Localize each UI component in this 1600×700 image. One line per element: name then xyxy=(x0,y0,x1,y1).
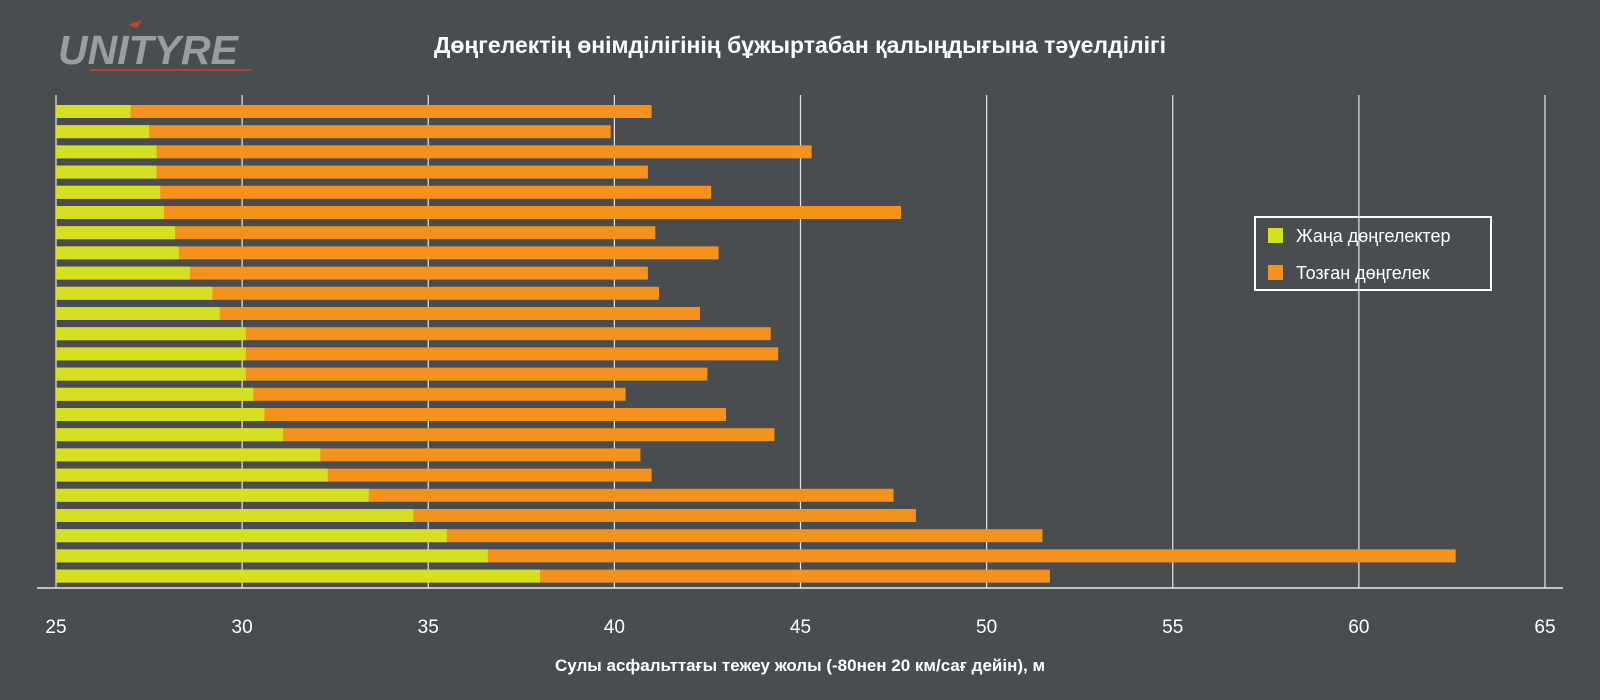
bar-new-tyres-23 xyxy=(56,549,488,563)
logo-flag-icon xyxy=(128,20,142,28)
x-tick-label-60: 60 xyxy=(1348,617,1369,638)
bar-new-tyres-15 xyxy=(56,387,254,401)
bar-worn-tyre-4 xyxy=(56,165,648,179)
legend-box xyxy=(1254,216,1492,291)
x-tick-label-50: 50 xyxy=(976,617,997,638)
bar-new-tyres-19 xyxy=(56,468,328,482)
bar-new-tyres-14 xyxy=(56,367,246,381)
chart-title: Дөңгелектің өнімділігінің бұжыртабан қал… xyxy=(434,32,1166,58)
bar-new-tyres-22 xyxy=(56,529,447,543)
bar-worn-tyre-9 xyxy=(56,266,648,280)
logo: UNITYRE xyxy=(58,20,252,73)
bar-new-tyres-4 xyxy=(56,165,157,179)
bar-new-tyres-20 xyxy=(56,488,369,502)
bar-new-tyres-18 xyxy=(56,448,321,462)
legend-swatch-worn-tyre xyxy=(1268,265,1283,280)
bar-new-tyres-17 xyxy=(56,428,284,442)
logo-text: UNITYRE xyxy=(58,27,240,73)
bar-new-tyres-16 xyxy=(56,408,265,421)
bar-new-tyres-6 xyxy=(56,206,164,219)
bar-worn-tyre-1 xyxy=(56,105,652,118)
bar-new-tyres-8 xyxy=(56,246,179,260)
x-tick-label-35: 35 xyxy=(418,617,439,638)
bar-new-tyres-10 xyxy=(56,286,213,300)
bar-new-tyres-21 xyxy=(56,509,414,522)
bar-new-tyres-24 xyxy=(56,569,540,583)
x-tick-label-25: 25 xyxy=(45,617,66,638)
bar-new-tyres-1 xyxy=(56,105,131,118)
bar-new-tyres-5 xyxy=(56,185,161,199)
x-tick-label-30: 30 xyxy=(232,617,253,638)
bar-new-tyres-3 xyxy=(56,145,157,159)
x-tick-label-65: 65 xyxy=(1534,617,1555,638)
bar-new-tyres-11 xyxy=(56,307,220,320)
x-tick-labels: 25 30 35 40 45 50 55 60 65 xyxy=(45,617,1555,638)
bar-worn-tyre-2 xyxy=(56,125,611,139)
bar-new-tyres-13 xyxy=(56,347,246,361)
legend-label-worn-tyre: Тозған дөңгелек xyxy=(1296,263,1430,283)
bar-new-tyres-9 xyxy=(56,266,191,280)
bar-new-tyres-2 xyxy=(56,125,150,139)
x-tick-label-55: 55 xyxy=(1162,617,1183,638)
legend-swatch-new-tyres xyxy=(1268,228,1283,243)
bar-new-tyres-12 xyxy=(56,327,246,341)
bar-worn-tyre-8 xyxy=(56,246,719,260)
x-axis-label: Сулы асфальттағы тежеу жолы (-80нен 20 к… xyxy=(555,656,1045,675)
x-tick-label-40: 40 xyxy=(604,617,625,638)
bar-worn-tyre-7 xyxy=(56,226,656,240)
x-tick-label-45: 45 xyxy=(790,617,811,638)
bar-worn-tyre-6 xyxy=(56,206,902,219)
bar-new-tyres-7 xyxy=(56,226,176,240)
legend: Жаңа дөңгелектер Тозған дөңгелек xyxy=(1254,216,1492,291)
bar-worn-tyre-5 xyxy=(56,185,712,199)
legend-label-new-tyres: Жаңа дөңгелектер xyxy=(1296,226,1450,246)
bars xyxy=(56,105,1456,583)
bar-worn-tyre-3 xyxy=(56,145,812,159)
